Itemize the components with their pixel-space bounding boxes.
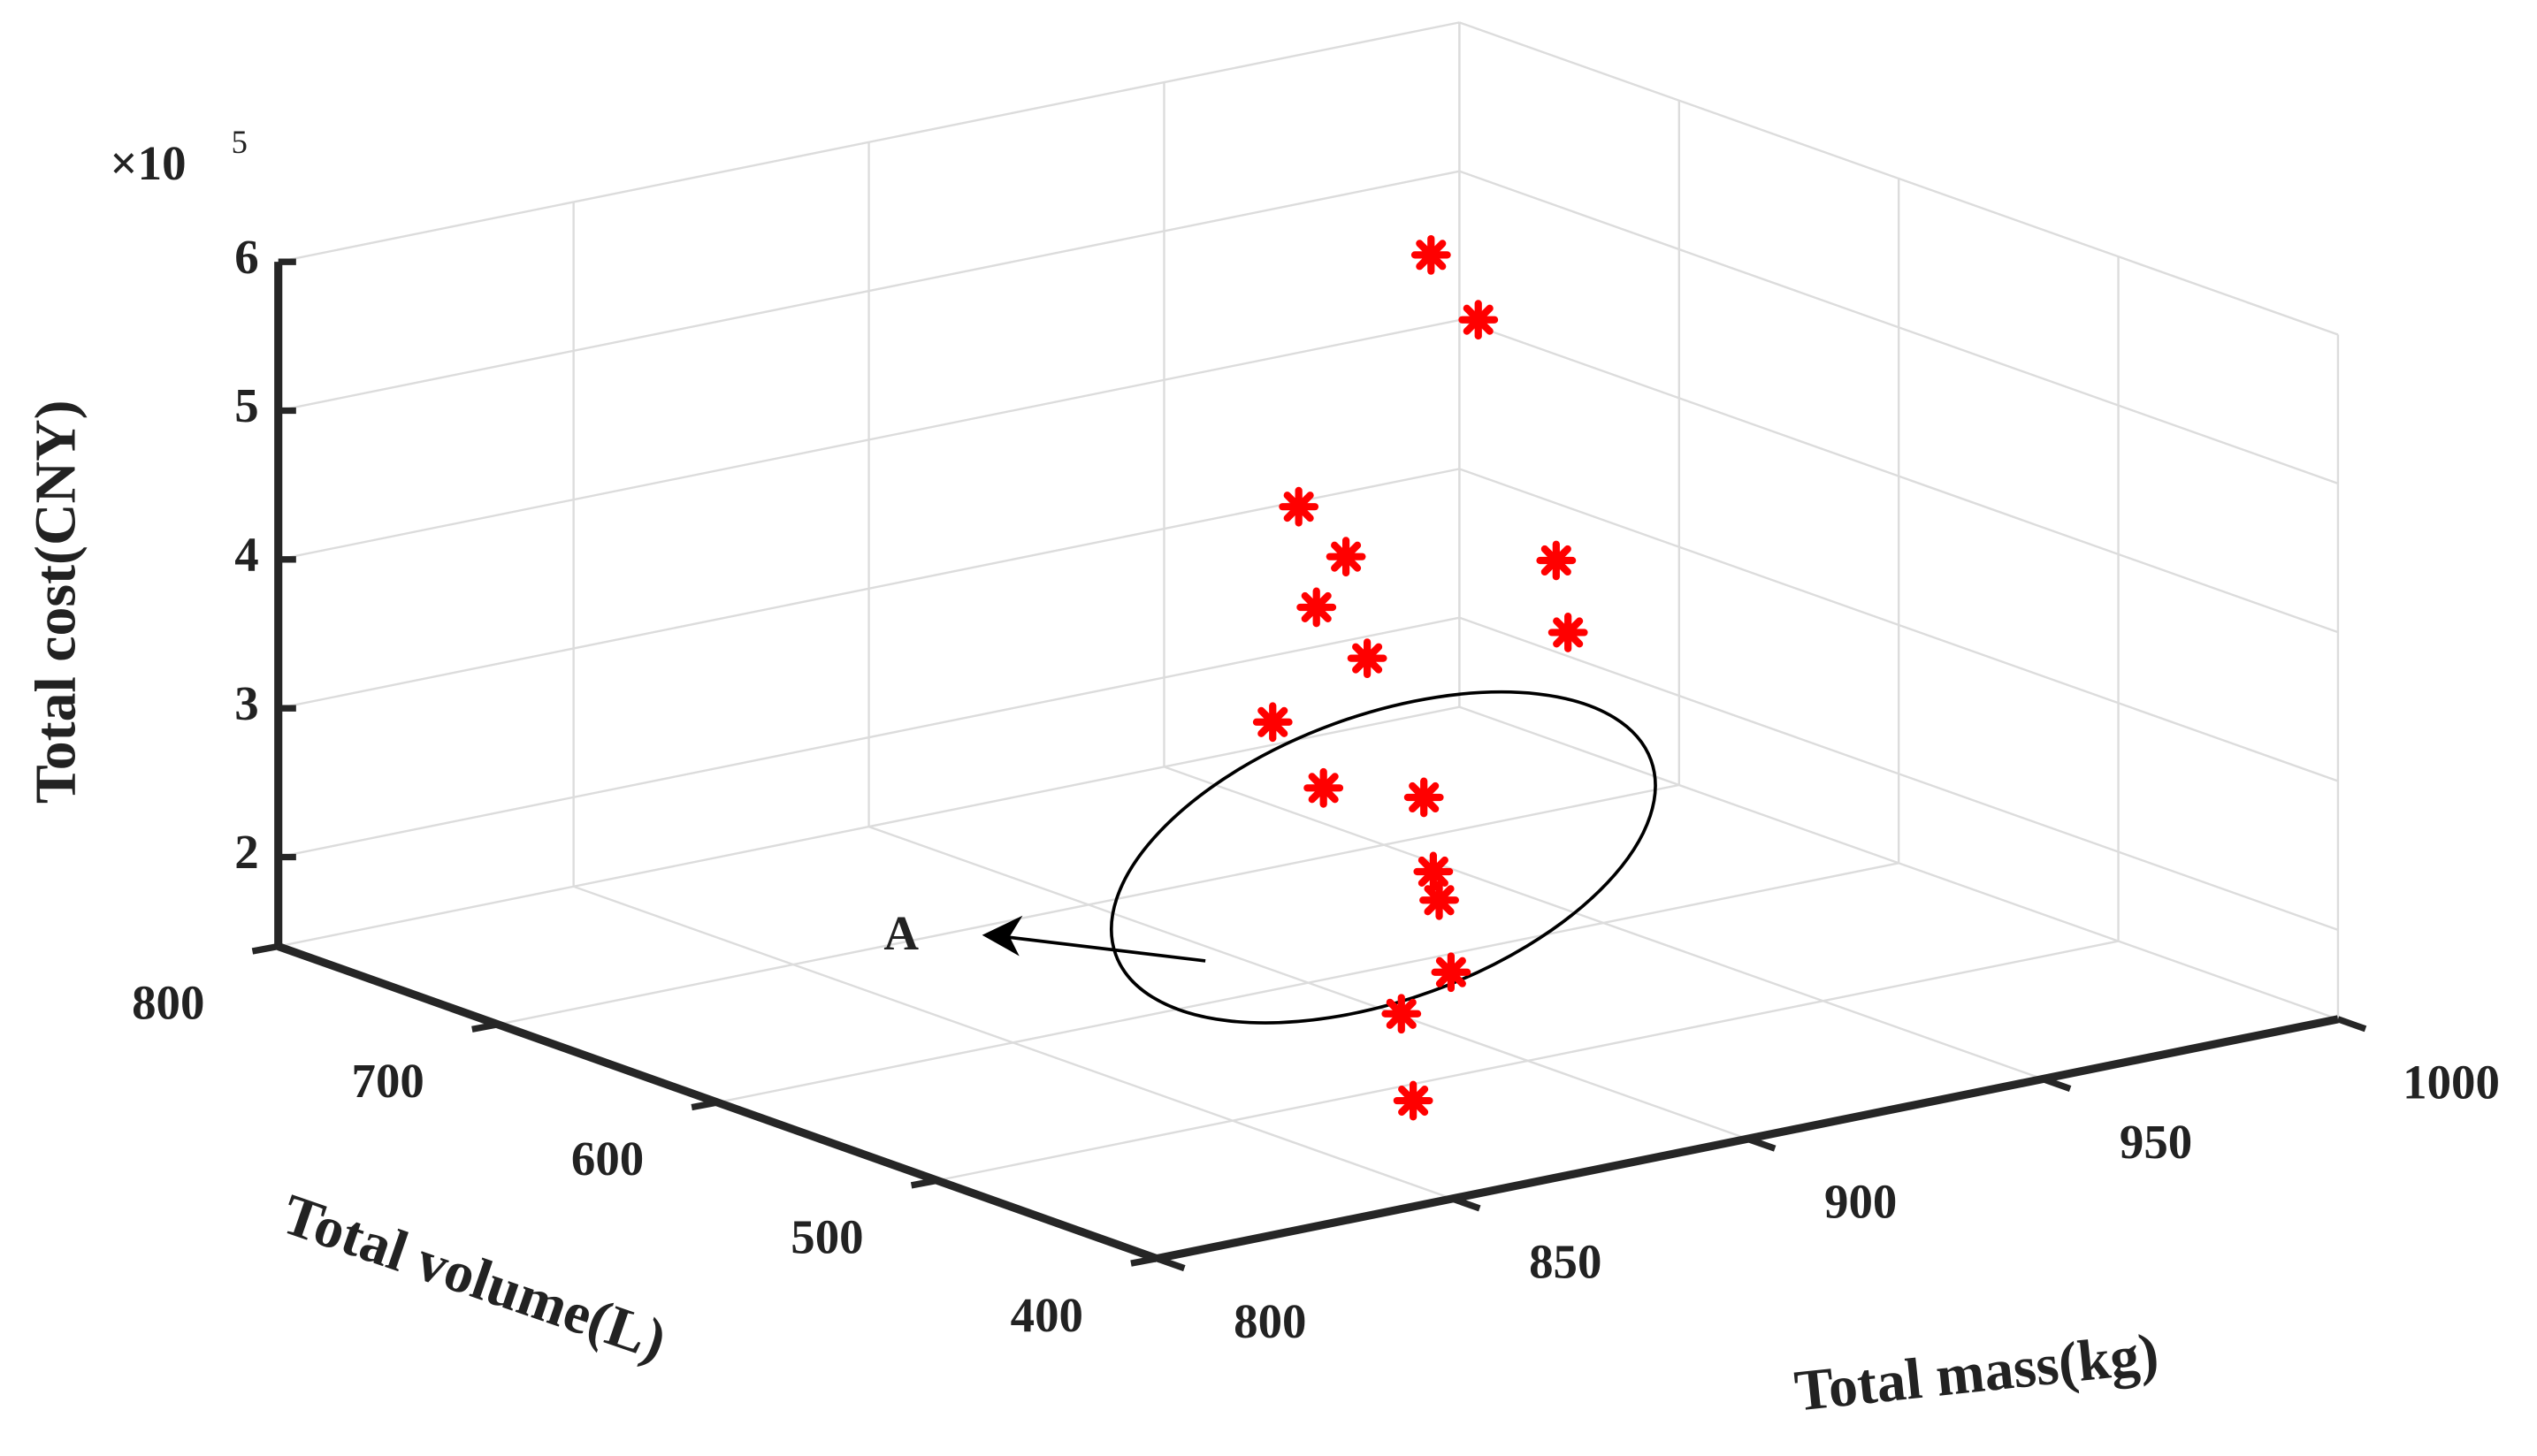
axes: 800 850 900 950 1000 400 500 600 700 800 2 3 4 5 6	[132, 230, 2500, 1348]
point	[1296, 587, 1337, 628]
marker-stroke	[1418, 856, 1448, 888]
z-tick-label: 3	[234, 676, 258, 730]
arrow-head	[982, 915, 1023, 957]
marker-stroke	[1352, 643, 1383, 674]
point	[1419, 880, 1459, 920]
marker-stroke	[1331, 541, 1362, 572]
y-tick-label: 700	[352, 1054, 424, 1108]
grid-line	[497, 783, 1680, 1025]
marker-stroke	[1283, 492, 1314, 522]
z-tick-label: 6	[234, 230, 258, 284]
z-tick-label: 4	[234, 527, 258, 581]
grid-line	[717, 862, 1899, 1104]
marker-stroke	[1553, 617, 1584, 648]
marker-stroke	[1435, 957, 1466, 987]
grid-line	[278, 705, 1460, 948]
x-tick-label: 850	[1529, 1234, 1601, 1288]
grid-line	[278, 616, 1460, 858]
marker-stroke	[1416, 240, 1447, 271]
marker-stroke	[1257, 706, 1288, 737]
point	[1458, 300, 1499, 340]
marker-stroke	[1386, 998, 1417, 1029]
z-tick-label: 2	[234, 825, 258, 879]
marker-stroke	[1308, 773, 1339, 804]
point	[1413, 851, 1454, 892]
y-tick-label: 500	[791, 1209, 863, 1263]
x-tick-label: 950	[2120, 1115, 2192, 1169]
marker-stroke	[1540, 545, 1571, 576]
y-axis-label: Total volume(L)	[274, 1182, 674, 1374]
annotation-arrow	[990, 933, 1206, 963]
x-tick	[2336, 1016, 2367, 1033]
x-tick-label: 1000	[2403, 1055, 2500, 1109]
marker-stroke	[1424, 885, 1455, 916]
grid-line	[278, 468, 1460, 710]
marker-stroke	[1398, 1086, 1429, 1117]
x-tick-label: 800	[1234, 1294, 1306, 1348]
x-tick	[1746, 1135, 1777, 1152]
y-tick-label: 600	[571, 1132, 644, 1185]
z-axis-label: Total cost(CNY)	[24, 400, 88, 804]
grid-line	[1459, 468, 2339, 782]
point	[1410, 234, 1451, 275]
point	[1431, 952, 1471, 993]
grid-line	[1459, 616, 2339, 931]
grid-line	[278, 318, 1460, 561]
point	[1536, 540, 1577, 581]
grid	[277, 21, 2340, 1260]
highlight-ellipse	[1110, 690, 1657, 1025]
point	[1279, 486, 1319, 527]
marker-stroke	[1463, 304, 1494, 335]
axis-multiplier-exponent: 5	[232, 124, 248, 160]
point	[1347, 638, 1387, 679]
y-tick	[910, 1177, 938, 1189]
grid-line	[1459, 21, 2339, 336]
point	[1326, 537, 1366, 577]
axis-multiplier: ×10	[110, 136, 186, 190]
x-tick-label: 900	[1824, 1175, 1897, 1229]
annotation-label: A	[883, 906, 919, 960]
point	[1393, 1080, 1433, 1121]
points	[1252, 234, 1588, 1121]
y-tick-label: 800	[132, 976, 204, 1030]
y-tick	[251, 942, 279, 955]
point	[1303, 767, 1344, 808]
y-tick	[1130, 1255, 1158, 1267]
point	[1547, 613, 1588, 652]
marker-stroke	[1301, 591, 1332, 623]
grid-line	[936, 940, 2119, 1182]
x-tick	[2041, 1076, 2072, 1092]
x-tick	[1156, 1255, 1186, 1272]
grid-line	[278, 170, 1460, 412]
point	[1252, 702, 1293, 743]
grid-line	[1459, 170, 2339, 484]
marker-stroke	[1409, 781, 1440, 813]
point	[1403, 777, 1444, 818]
y-tick-label: 400	[1011, 1288, 1083, 1342]
point	[1381, 994, 1422, 1034]
z-tick-label: 5	[234, 378, 258, 432]
x-tick	[1450, 1195, 1481, 1212]
y-tick	[471, 1021, 499, 1033]
y-tick	[691, 1099, 719, 1111]
grid-line	[278, 21, 1460, 263]
grid-line	[1459, 318, 2339, 634]
x-axis-label: Total mass(kg)	[1792, 1322, 2161, 1424]
